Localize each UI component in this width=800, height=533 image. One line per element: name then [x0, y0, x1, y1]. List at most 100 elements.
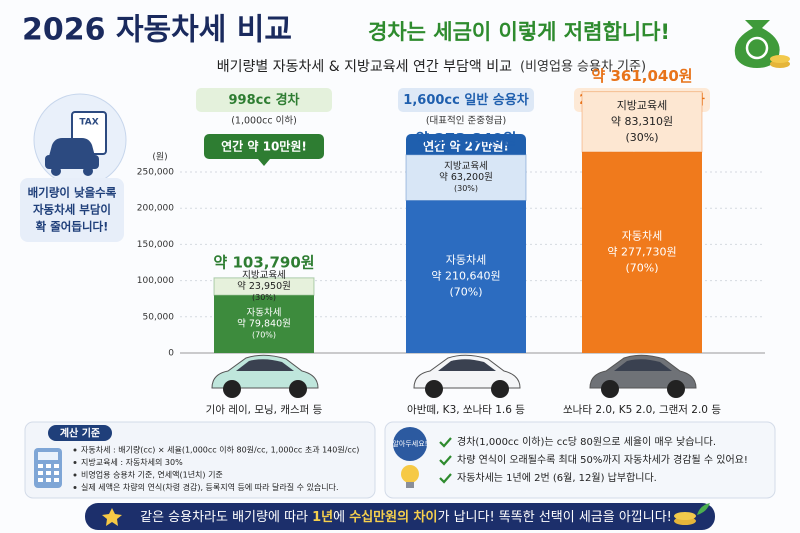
car-examples: 기아 레이, 모닝, 캐스퍼 등 — [206, 404, 323, 416]
segment-value-label: 약 23,950원 — [237, 280, 291, 292]
total-label: 약 361,040원 — [591, 67, 692, 85]
bar-segment — [213, 277, 315, 296]
segment-name: 지방교육세 — [242, 270, 286, 281]
callout-text: 연간 약 10만원! — [221, 139, 307, 154]
bar-segment — [406, 200, 526, 353]
subtitle: 배기량별 자동차세 & 지방교육세 연간 부담액 비교 — [217, 59, 512, 75]
check-icon — [439, 455, 452, 466]
bulb-icon — [401, 465, 419, 488]
tip-item: 차량 연식이 오래될수록 최대 50%까지 자동차세가 경감될 수 있어요! — [457, 453, 748, 466]
car-wheel — [289, 380, 307, 398]
category-note: (대표적인 준중형급) — [426, 115, 506, 127]
subtitle-note: (비영업용 승용차 기준) — [520, 60, 646, 75]
title-highlight: 경차는 세금이 이렇게 저렴합니다! — [368, 20, 670, 44]
y-tick-label: 200,000 — [137, 204, 174, 214]
callout-box — [204, 134, 324, 159]
star-icon — [102, 508, 122, 526]
tax-icon-label: TAX — [79, 118, 98, 128]
bar-segment — [405, 154, 527, 201]
side-note-line: 자동차세 부담이 — [33, 203, 111, 217]
money-bag-icon — [734, 20, 790, 68]
tip-item: 자동차세는 1년에 2번 (6월, 12월) 납부합니다. — [457, 472, 657, 484]
car-wheel — [425, 380, 443, 398]
category-note: (1,000cc 이하) — [231, 115, 297, 127]
check-icon — [439, 473, 452, 484]
segment-name: 자동차세 — [446, 254, 486, 267]
segment-name: 지방교육세 — [444, 161, 488, 172]
car-examples: 쏘나타 2.0, K5 2.0, 그랜저 2.0 등 — [563, 404, 721, 416]
footer-part: 에 — [333, 510, 349, 525]
tax-icon: TAX — [33, 93, 127, 187]
tip-box — [384, 421, 776, 499]
callout-text: 연간 약 27만원! — [423, 139, 509, 154]
footer-part: 수십만원의 차이 — [349, 509, 437, 525]
y-tick-label: 50,000 — [143, 312, 175, 322]
side-note-box — [20, 178, 124, 242]
car-wheel — [223, 380, 241, 398]
car-examples: 아반떼, K3, 쏘나타 1.6 등 — [407, 404, 525, 416]
calc-item: 실제 세액은 차량의 연식(차령 경감), 등록지역 등에 따라 달라질 수 있… — [81, 482, 339, 492]
y-tick-label: 0 — [168, 349, 174, 359]
tip-badge-label: 알아두세요! — [392, 439, 427, 448]
side-note-line: 확 줄어듭니다! — [36, 220, 109, 234]
segment-value-label: 약 79,840원 — [237, 318, 291, 330]
title: 2026 자동차세 비교 — [22, 13, 292, 48]
segment-share: (70%) — [625, 261, 658, 274]
footer-part: 같은 승용차라도 배기량에 따라 — [140, 510, 312, 525]
calc-item: 자동차세 : 배기량(cc) × 세율(1,000cc 이하 80원/cc, 1… — [81, 445, 359, 455]
segment-share: (30%) — [252, 293, 276, 302]
tip-badge — [393, 427, 427, 461]
callout-box — [406, 134, 526, 159]
bullet — [73, 461, 77, 464]
calc-item: 비영업용 승용차 기준, 연세액(1년치) 기준 — [81, 470, 223, 480]
car-window — [438, 359, 496, 371]
segment-value-label: 약 83,310원 — [611, 114, 673, 128]
segment-name: 자동차세 — [622, 229, 662, 242]
segment-name: 자동차세 — [247, 307, 282, 319]
car-window — [614, 359, 672, 371]
segment-value-label: 약 277,730원 — [607, 244, 676, 258]
bullet — [73, 486, 77, 489]
car-window — [236, 359, 294, 371]
car-wheel — [601, 380, 619, 398]
calc-title-badge — [48, 425, 112, 441]
footer-text: 같은 승용차라도 배기량에 따라 1년에 수십만원의 차이가 납니다! 똑똑한 … — [140, 509, 672, 525]
coins-icon — [674, 503, 710, 525]
car-image — [413, 354, 521, 389]
y-tick-label: 250,000 — [137, 168, 174, 178]
segment-share: (30%) — [454, 184, 478, 193]
segment-value-label: 약 63,200원 — [439, 171, 493, 183]
category-header-box — [398, 88, 534, 112]
y-unit: (원) — [152, 152, 167, 163]
category-label: 998cc 경차 — [229, 92, 300, 108]
tip-item: 경차(1,000cc 이하)는 cc당 80원으로 세율이 매우 낮습니다. — [457, 435, 716, 448]
footer-banner — [85, 503, 715, 530]
footer-part: 1년 — [312, 510, 333, 525]
segment-share: (30%) — [625, 131, 658, 144]
total-label: 약 273,840원 — [415, 130, 516, 148]
car-wheel — [667, 380, 685, 398]
bar-segment — [582, 151, 702, 353]
car-image — [211, 354, 319, 389]
segment-share: (70%) — [449, 286, 482, 299]
calc-box — [24, 421, 376, 499]
y-tick-label: 100,000 — [137, 276, 174, 286]
check-icon — [439, 437, 452, 448]
segment-name: 지방교육세 — [617, 99, 668, 112]
calc-title: 계산 기준 — [60, 427, 100, 440]
car-image — [589, 354, 697, 389]
car-wheel — [491, 380, 509, 398]
calc-item: 지방교육세 : 자동차세의 30% — [81, 457, 183, 467]
segment-share: (70%) — [252, 331, 276, 340]
category-header-box — [196, 88, 332, 112]
callout-pointer — [258, 159, 270, 166]
total-label: 약 103,790원 — [213, 253, 314, 271]
calculator-icon — [34, 448, 62, 488]
side-note-line: 배기량이 낮을수록 — [28, 186, 117, 200]
segment-value-label: 약 210,640원 — [431, 269, 500, 283]
category-label: 1,600cc 일반 승용차 — [403, 92, 528, 108]
footer-part: 가 납니다! 똑똑한 선택이 세금을 아낍니다! — [437, 510, 671, 525]
bullet — [73, 448, 77, 452]
